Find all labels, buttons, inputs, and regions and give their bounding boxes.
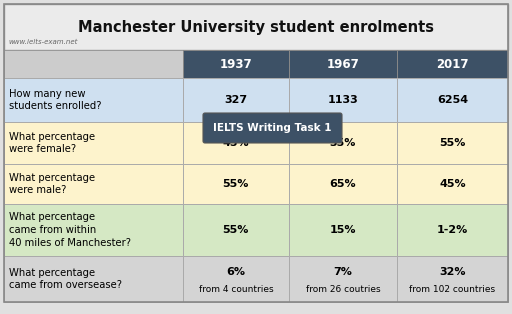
Bar (183, 164, 289, 204)
Bar (4, 204, 183, 256)
Bar (183, 50, 289, 78)
Bar (183, 78, 289, 122)
Bar (4, 4, 508, 50)
Text: 6254: 6254 (437, 95, 468, 105)
Text: 55%: 55% (223, 179, 249, 189)
Bar (397, 256, 508, 302)
Bar (183, 204, 289, 256)
Bar (4, 50, 183, 78)
Text: 35%: 35% (330, 138, 356, 148)
Bar (289, 122, 397, 164)
Text: 1133: 1133 (328, 95, 358, 105)
Text: 32%: 32% (439, 267, 466, 277)
Text: What percentage
were male?: What percentage were male? (9, 173, 95, 195)
Text: What percentage
came from within
40 miles of Manchester?: What percentage came from within 40 mile… (9, 212, 131, 248)
Bar (183, 256, 289, 302)
Text: 1937: 1937 (220, 57, 252, 71)
Text: 2017: 2017 (436, 57, 469, 71)
Text: 1967: 1967 (327, 57, 359, 71)
Text: Manchester University student enrolments: Manchester University student enrolments (78, 20, 434, 35)
Bar (397, 78, 508, 122)
Bar (397, 164, 508, 204)
Text: 15%: 15% (330, 225, 356, 235)
Text: www.ielts-exam.net: www.ielts-exam.net (8, 39, 77, 45)
Text: 45%: 45% (223, 138, 249, 148)
Text: 45%: 45% (439, 179, 466, 189)
Text: How many new
students enrolled?: How many new students enrolled? (9, 89, 101, 111)
Text: 55%: 55% (223, 225, 249, 235)
Bar (4, 256, 183, 302)
Text: from 102 countries: from 102 countries (410, 284, 496, 294)
Text: 55%: 55% (439, 138, 466, 148)
Bar (4, 122, 183, 164)
Text: What percentage
came from oversease?: What percentage came from oversease? (9, 268, 122, 290)
Text: 65%: 65% (330, 179, 356, 189)
Bar (289, 50, 397, 78)
Text: 6%: 6% (226, 267, 245, 277)
Text: from 26 coutries: from 26 coutries (306, 284, 380, 294)
Bar (4, 78, 183, 122)
Text: 327: 327 (224, 95, 247, 105)
Bar (289, 256, 397, 302)
FancyBboxPatch shape (203, 113, 342, 143)
Bar (4, 164, 183, 204)
Text: What percentage
were female?: What percentage were female? (9, 132, 95, 154)
Bar (397, 50, 508, 78)
Bar (289, 164, 397, 204)
Bar (183, 122, 289, 164)
Text: from 4 countries: from 4 countries (199, 284, 273, 294)
Text: IELTS Writing Task 1: IELTS Writing Task 1 (214, 123, 332, 133)
Text: 7%: 7% (333, 267, 352, 277)
Bar (289, 78, 397, 122)
Bar (289, 204, 397, 256)
Bar (397, 204, 508, 256)
Text: 1-2%: 1-2% (437, 225, 468, 235)
Bar (397, 122, 508, 164)
